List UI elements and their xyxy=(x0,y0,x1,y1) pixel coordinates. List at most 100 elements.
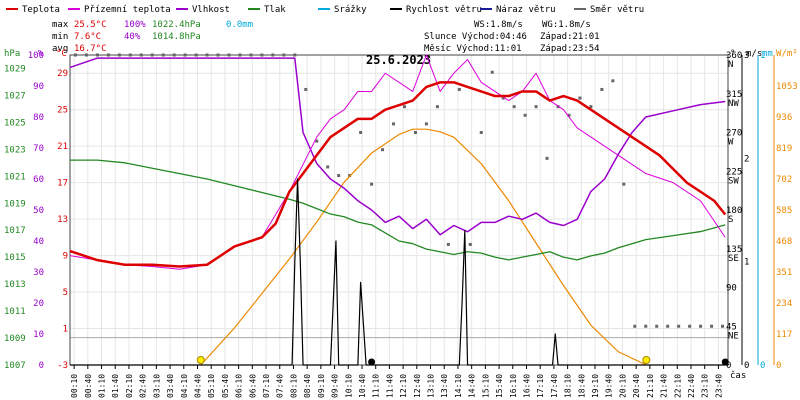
axis-tick-wm2: 936 xyxy=(776,113,792,123)
axis-tick-pct: 10 xyxy=(33,330,44,340)
x-tick-label: 21:40 xyxy=(660,374,669,398)
wind-dir-point xyxy=(293,53,297,57)
humidity-line xyxy=(69,57,726,236)
axis-tick-dir-letter: SW xyxy=(728,176,739,186)
axis-tick-hpa: 1027 xyxy=(4,91,26,101)
axis-tick-wm2: 351 xyxy=(776,268,792,278)
x-tick-label: 18:10 xyxy=(564,374,573,398)
axis-label-dir: ° xyxy=(730,49,735,59)
x-tick-label: 12:10 xyxy=(399,374,408,398)
x-tick-label: 02:40 xyxy=(139,374,148,398)
wind-dir-point xyxy=(172,53,176,57)
stat-max-hum: 100% xyxy=(124,20,146,30)
stat-min-press: 1014.8hPa xyxy=(152,32,201,42)
x-tick-label: 14:10 xyxy=(454,374,463,398)
x-tick-label: 10:40 xyxy=(358,374,367,398)
wind-dir-point xyxy=(622,182,626,186)
wind-dir-point xyxy=(644,324,648,328)
axis-tick-hpa: 1009 xyxy=(4,334,26,344)
info-sun-set: Západ:21:01 xyxy=(540,32,600,42)
stat-avg-temp: 16.7°C xyxy=(74,44,107,54)
x-tick-label: 23:10 xyxy=(701,374,710,398)
x-tick-label: 17:10 xyxy=(536,374,545,398)
x-tick-label: 11:40 xyxy=(385,374,394,398)
x-tick-label: 00:10 xyxy=(70,374,79,398)
axis-label-pct: % xyxy=(38,49,44,59)
axis-tick-dir-letter: N xyxy=(728,60,733,70)
wind-dir-point xyxy=(260,53,264,57)
axis-tick-wm2: 0 xyxy=(776,361,781,371)
temperature-line xyxy=(69,81,727,268)
axis-tick-pct: 20 xyxy=(33,299,44,309)
axis-tick-hpa: 1011 xyxy=(4,307,26,317)
wind-dir-point xyxy=(370,182,374,186)
axis-tick-dir-letter: W xyxy=(728,138,734,148)
axis-tick-pct: 100 xyxy=(28,51,44,61)
wind-dir-point xyxy=(183,53,187,57)
axis-tick-temp: 13 xyxy=(57,215,68,225)
x-axis-label: čas xyxy=(730,370,746,381)
x-tick-label: 03:40 xyxy=(166,374,175,398)
axis-tick-hpa: 1007 xyxy=(4,361,26,371)
x-tick-label: 07:10 xyxy=(262,374,271,398)
stat-min-hum: 40% xyxy=(124,32,141,42)
stat-max-label: max xyxy=(52,20,69,30)
wind-dir-point xyxy=(721,324,725,328)
wind-dir-point xyxy=(666,324,670,328)
x-tick-label: 00:40 xyxy=(84,374,93,398)
x-tick-label: 07:40 xyxy=(276,374,285,398)
axis-tick-hpa: 1013 xyxy=(4,280,26,290)
wind-dir-point xyxy=(523,113,527,117)
x-tick-label: 19:40 xyxy=(605,374,614,398)
axis-tick-temp: 17 xyxy=(57,179,68,189)
info-moon: Měsíc Východ:11:01 xyxy=(424,44,522,54)
wind-dir-point xyxy=(359,131,363,134)
axis-tick-mm: 0 xyxy=(760,361,765,371)
wind-dir-point xyxy=(556,105,560,109)
wind-dir-point xyxy=(315,139,319,143)
legend-label: Rychlost větru xyxy=(406,5,482,15)
sunset-marker xyxy=(642,356,651,364)
axis-tick-dir-letter: NE xyxy=(728,331,739,341)
moonset-marker xyxy=(721,358,729,366)
axis-label-mm: mm xyxy=(762,49,773,59)
axis-tick-dir-letter: S xyxy=(728,215,733,225)
axis-tick-ms: 2 xyxy=(744,154,749,164)
x-tick-label: 11:10 xyxy=(372,374,381,398)
x-tick-label: 01:10 xyxy=(98,374,107,398)
wind-dir-point xyxy=(545,156,549,160)
stat-max-rain: 0.0mm xyxy=(226,20,253,30)
x-tick-label: 19:10 xyxy=(591,374,600,398)
axis-tick-pct: 0 xyxy=(39,361,44,371)
stat-max-temp: 25.5°C xyxy=(74,20,107,30)
x-tick-label: 01:40 xyxy=(111,374,120,398)
wind-dir-point xyxy=(161,53,165,57)
info-moon-set: Západ:23:54 xyxy=(540,44,600,54)
x-tick-label: 09:10 xyxy=(317,374,326,398)
plot-frame xyxy=(69,54,729,366)
axis-tick-pct: 40 xyxy=(33,237,44,247)
axis-tick-temp: 1 xyxy=(63,325,68,335)
x-tick-label: 06:40 xyxy=(248,374,257,398)
legend-label: Vlhkost xyxy=(192,5,230,15)
wind-dir-point xyxy=(655,324,659,328)
stat-max-press: 1022.4hPa xyxy=(152,20,201,30)
wind-dir-point xyxy=(413,131,417,134)
axis-tick-dir: 0 xyxy=(726,361,731,371)
axis-tick-hpa: 1021 xyxy=(4,172,26,182)
wind-dir-point xyxy=(392,122,396,126)
x-tick-label: 16:40 xyxy=(522,374,531,398)
axis-label-hpa: hPa xyxy=(4,49,20,59)
wind-dir-point xyxy=(512,105,516,109)
axis-tick-hpa: 1025 xyxy=(4,118,26,128)
info-ws: WS:1.8m/s xyxy=(474,20,523,30)
wind-dir-point xyxy=(84,53,88,57)
axis-tick-pct: 30 xyxy=(33,268,44,278)
x-tick-label: 20:10 xyxy=(618,374,627,398)
info-sun: Slunce Východ:04:46 xyxy=(424,32,527,42)
chart-title: 25.6.2023 xyxy=(366,53,431,67)
wind-dir-point xyxy=(633,324,637,328)
wind-dir-point xyxy=(95,53,99,57)
x-tick-label: 22:40 xyxy=(687,374,696,398)
